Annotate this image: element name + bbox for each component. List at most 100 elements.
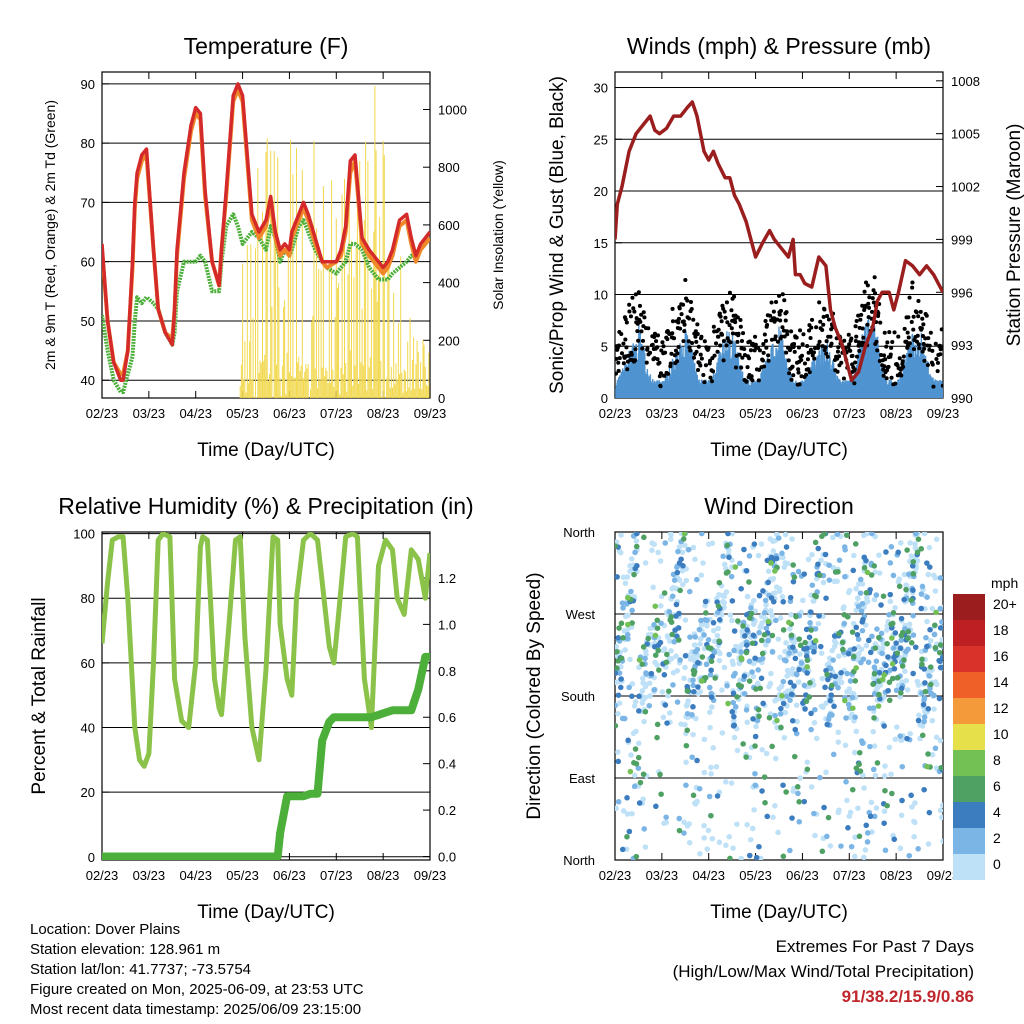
y-axis-label: Sonic/Prop Wind & Gust (Blue, Black) bbox=[547, 76, 568, 394]
pressure-series bbox=[615, 100, 943, 383]
y-right-tick-label: 1002 bbox=[951, 180, 980, 195]
direction-points-group bbox=[625, 532, 939, 775]
wind-pressure-panel: 0 5 10 15 20 25 30 990 993 996 999 1002 1005 1008 02/2… bbox=[547, 33, 1024, 461]
wind-direction-panel: 02/23 03/23 04/23 05/23 06/23 07/23 08/23 09/23… bbox=[524, 493, 1018, 923]
y-right-tick-label: 600 bbox=[438, 218, 460, 233]
x-tick-label: 06/23 bbox=[273, 868, 306, 883]
y-right-tick-label: 999 bbox=[951, 232, 973, 247]
legend-label: 4 bbox=[993, 804, 1001, 820]
panel-title: Winds (mph) & Pressure (mb) bbox=[627, 33, 931, 59]
x-tick-label: 09/23 bbox=[927, 406, 960, 421]
x-tick-label: 06/23 bbox=[786, 868, 819, 883]
legend-swatch bbox=[953, 802, 985, 828]
gust-series bbox=[615, 275, 943, 389]
humidity-precip-panel: 0 20 40 60 80 100 0.0 0.2 0.4 0.6 0.8 1.0 1.2 02/23 03… bbox=[29, 493, 474, 923]
temp-2m-series bbox=[102, 82, 430, 382]
direction-points bbox=[615, 532, 943, 860]
legend-label: 2 bbox=[993, 830, 1001, 846]
y-tick-label: 90 bbox=[81, 77, 95, 92]
wind-series bbox=[615, 100, 943, 398]
y-tick-label: 5 bbox=[601, 339, 608, 354]
x-tick-label: 05/23 bbox=[739, 406, 772, 421]
x-tick-label: 09/23 bbox=[927, 868, 960, 883]
legend-swatch bbox=[953, 828, 985, 854]
direction-points-group bbox=[615, 532, 943, 860]
y-tick-label: 50 bbox=[81, 314, 95, 329]
y-right-tick-label: 0 bbox=[438, 391, 445, 406]
legend-swatch bbox=[953, 646, 985, 672]
y-tick-label: West bbox=[566, 607, 596, 622]
y-tick-label: 30 bbox=[594, 81, 608, 96]
direction-points-group bbox=[615, 532, 943, 860]
x-tick-label: 06/23 bbox=[786, 406, 819, 421]
y-tick-label: 70 bbox=[81, 195, 95, 210]
y-right-tick-label: 990 bbox=[951, 391, 973, 406]
y-tick-label: 60 bbox=[81, 255, 95, 270]
x-tick-label: 08/23 bbox=[880, 406, 913, 421]
legend-label: 0 bbox=[993, 856, 1001, 872]
y-right-tick-label: 200 bbox=[438, 333, 460, 348]
panel-title: Relative Humidity (%) & Precipitation (i… bbox=[58, 493, 473, 519]
x-tick-label: 07/23 bbox=[833, 868, 866, 883]
solar-insolation-series bbox=[239, 85, 430, 398]
x-tick-label: 04/23 bbox=[179, 868, 212, 883]
y-tick-label: 80 bbox=[81, 136, 95, 151]
legend-label: 20+ bbox=[993, 596, 1017, 612]
y-tick-label: 0 bbox=[88, 850, 95, 865]
y-right-tick-label: 1.0 bbox=[438, 617, 456, 632]
y-right-tick-label: 1000 bbox=[438, 103, 467, 118]
x-tick-label: 08/23 bbox=[367, 406, 400, 421]
legend-swatch bbox=[953, 698, 985, 724]
x-tick-label: 04/23 bbox=[692, 406, 725, 421]
legend-label: 8 bbox=[993, 752, 1001, 768]
x-tick-label: 03/23 bbox=[133, 406, 166, 421]
legend-swatch bbox=[953, 750, 985, 776]
x-tick-label: 09/23 bbox=[414, 406, 447, 421]
y-tick-label: 100 bbox=[73, 527, 95, 542]
legend-swatch bbox=[953, 672, 985, 698]
y-axis-label: Direction (Colored By Speed) bbox=[524, 572, 545, 819]
humidity-series-group bbox=[102, 532, 430, 860]
legend-swatch bbox=[953, 620, 985, 646]
x-tick-label: 02/23 bbox=[599, 406, 632, 421]
legend-swatch bbox=[953, 776, 985, 802]
y-tick-label: 10 bbox=[594, 288, 608, 303]
x-tick-label: 08/23 bbox=[880, 868, 913, 883]
y-tick-label: East bbox=[569, 771, 595, 786]
direction-points-group bbox=[615, 532, 943, 860]
x-axis-label: Time (Day/UTC) bbox=[710, 440, 848, 461]
y-axis-label: Percent & Total Rainfall bbox=[29, 597, 50, 794]
y-tick-label: 80 bbox=[81, 591, 95, 606]
y-axis-label: 2m & 9m T (Red, Orange) & 2m Td (Green) bbox=[42, 100, 58, 370]
y-right-tick-label: 0.6 bbox=[438, 710, 456, 725]
x-tick-label: 04/23 bbox=[692, 868, 725, 883]
y-tick-label: 15 bbox=[594, 236, 608, 251]
temperature-series bbox=[102, 82, 430, 398]
legend-label: 10 bbox=[993, 726, 1009, 742]
y-right-tick-label: 996 bbox=[951, 285, 973, 300]
y-tick-label: 25 bbox=[594, 132, 608, 147]
legend-label: 6 bbox=[993, 778, 1001, 794]
recent-timestamp: Most recent data timestamp: 2025/06/09 2… bbox=[30, 1001, 362, 1018]
x-tick-label: 02/23 bbox=[86, 406, 119, 421]
station-elevation: Station elevation: 128.961 m bbox=[30, 941, 221, 958]
x-tick-label: 06/23 bbox=[273, 406, 306, 421]
y-tick-label: 60 bbox=[81, 656, 95, 671]
y-tick-label: 40 bbox=[81, 721, 95, 736]
y-tick-label: North bbox=[563, 525, 595, 540]
panel-title: Wind Direction bbox=[704, 493, 854, 519]
legend-title: mph bbox=[991, 575, 1018, 591]
legend-label: 16 bbox=[993, 648, 1009, 664]
legend-label: 12 bbox=[993, 700, 1009, 716]
x-axis-label: Time (Day/UTC) bbox=[197, 902, 335, 923]
y-right-tick-label: 0.2 bbox=[438, 803, 456, 818]
x-axis-label: Time (Day/UTC) bbox=[197, 440, 335, 461]
x-tick-label: 05/23 bbox=[226, 406, 259, 421]
station-location: Location: Dover Plains bbox=[30, 921, 181, 938]
figure-created: Figure created on Mon, 2025-06-09, at 23… bbox=[30, 981, 364, 998]
x-axis-label: Time (Day/UTC) bbox=[710, 902, 848, 923]
precip-series bbox=[102, 652, 430, 860]
legend-swatch bbox=[953, 724, 985, 750]
station-info: Location: Dover Plains Station elevation… bbox=[30, 920, 364, 1020]
